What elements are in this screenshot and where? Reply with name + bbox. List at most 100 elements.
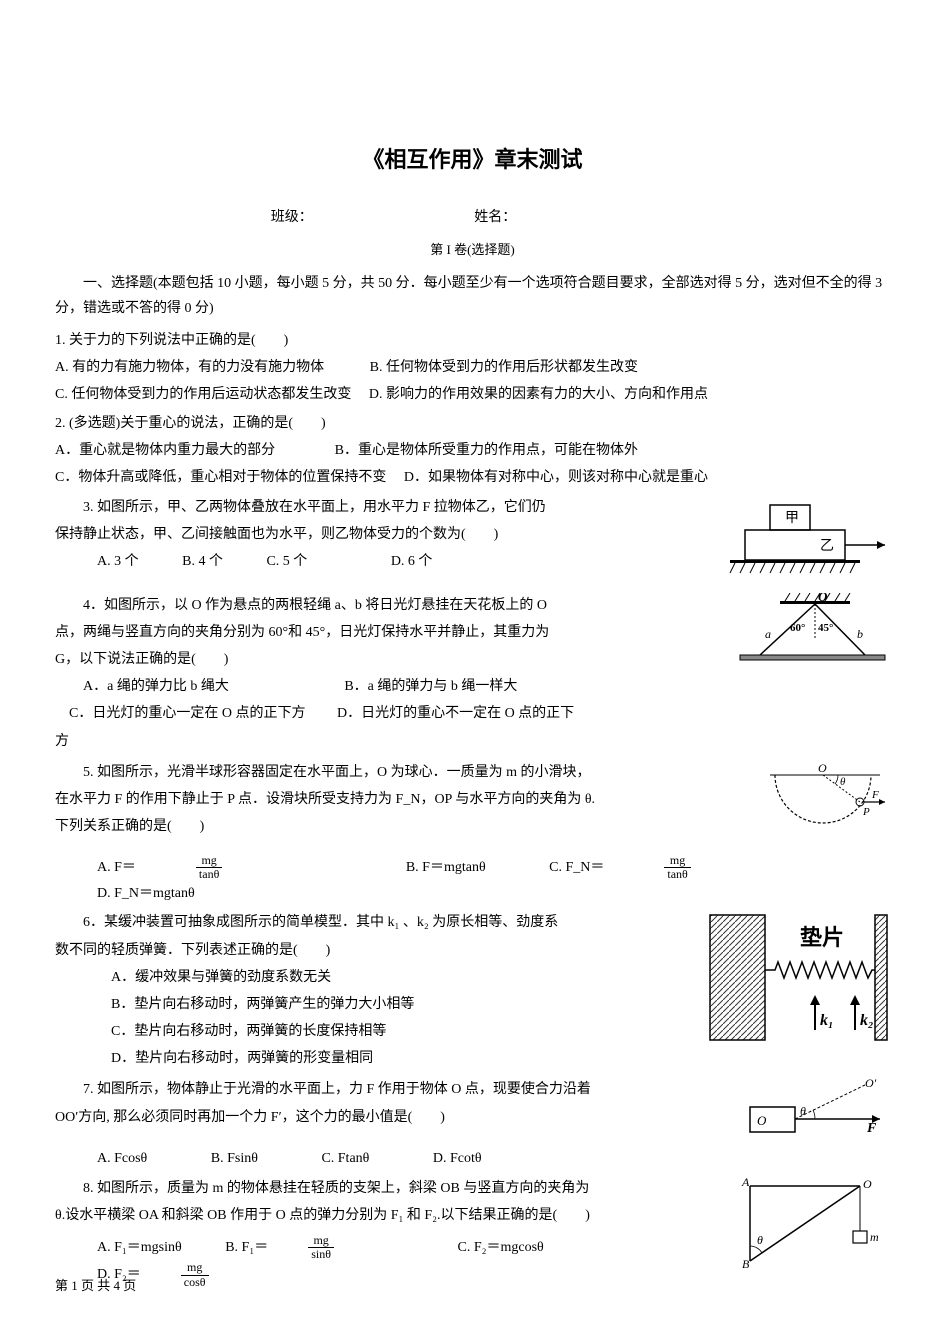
q4-optC: C．日光灯的重心一定在 O 点的正下方 bbox=[69, 706, 305, 721]
q7-optA: A. Fcosθ bbox=[97, 1146, 147, 1171]
question-7: O O′ θ F 7. 如图所示，物体静止于光滑的水平面上，力 F 作用于物体 … bbox=[55, 1077, 890, 1171]
q1-optB: B. 任何物体受到力的作用后形状都发生改变 bbox=[370, 360, 638, 375]
class-label: 班级： bbox=[271, 205, 471, 230]
q7-optD: D. Fcotθ bbox=[433, 1146, 482, 1171]
svg-text:O: O bbox=[818, 761, 827, 775]
q7-optC: C. Ftanθ bbox=[321, 1146, 369, 1171]
svg-text:B: B bbox=[742, 1257, 750, 1271]
svg-text:垫片: 垫片 bbox=[800, 925, 844, 950]
q2-optC: C．物体升高或降低，重心相对于物体的位置保持不变 bbox=[55, 470, 386, 485]
q4-options-row1: A．a 绳的弹力比 b 绳大 B．a 绳的弹力与 b 绳一样大 bbox=[55, 674, 727, 699]
q6-stem1: 6．某缓冲装置可抽象成图所示的简单模型．其中 k₁ 、k₂ 为原长相等、劲度系 bbox=[55, 910, 697, 935]
question-2: 2. (多选题)关于重心的说法，正确的是( ) A．重心就是物体内重力最大的部分… bbox=[55, 411, 890, 491]
q6-diagram-icon: 垫片 k₁ k₂ bbox=[705, 910, 890, 1045]
svg-text:O: O bbox=[757, 1113, 767, 1128]
q3-stem1: 3. 如图所示，甲、乙两物体叠放在水平面上，用水平力 F 拉物体乙，它们仍 bbox=[55, 495, 717, 520]
svg-text:b: b bbox=[857, 627, 863, 641]
svg-text:a: a bbox=[765, 627, 771, 641]
q3-optD: D. 6 个 bbox=[391, 549, 433, 574]
svg-text:m: m bbox=[870, 1230, 879, 1244]
question-6: 垫片 k₁ k₂ 6．某缓冲装置可抽象成图所示的简单模型．其中 k₁ 、k₂ 为… bbox=[55, 910, 890, 1073]
q5-stem1: 5. 如图所示，光滑半球形容器固定在水平面上，O 为球心．一质量为 m 的小滑块… bbox=[55, 760, 752, 785]
q4-stem2: 点，两绳与竖直方向的夹角分别为 60°和 45°，日光灯保持水平并静止，其重力为 bbox=[55, 620, 727, 645]
svg-text:F: F bbox=[871, 789, 879, 801]
question-1: 1. 关于力的下列说法中正确的是( ) A. 有的力有施力物体，有的力没有施力物… bbox=[55, 328, 890, 408]
q5-optA: A. F＝mgtanθ bbox=[97, 854, 342, 881]
svg-text:A: A bbox=[741, 1176, 750, 1189]
page-title: 《相互作用》章末测试 bbox=[55, 140, 890, 180]
svg-text:O′: O′ bbox=[865, 1077, 877, 1090]
q1-optD: D. 影响力的作用效果的因素有力的大小、方向和作用点 bbox=[369, 387, 708, 402]
svg-text:θ: θ bbox=[800, 1104, 806, 1118]
svg-text:乙: 乙 bbox=[820, 538, 834, 554]
q3-stem2: 保持静止状态，甲、乙间接触面也为水平，则乙物体受力的个数为( ) bbox=[55, 522, 717, 547]
svg-text:θ: θ bbox=[757, 1233, 763, 1247]
q2-optB: B．重心是物体所受重力的作用点，可能在物体外 bbox=[335, 443, 638, 458]
q4-stem1: 4．如图所示，以 O 作为悬点的两根轻绳 a、b 将日光灯悬挂在天花板上的 O bbox=[55, 593, 727, 618]
q8-stem1: 8. 如图所示，质量为 m 的物体悬挂在轻质的支架上，斜梁 OB 与竖直方向的夹… bbox=[55, 1176, 732, 1201]
q8-options: A. F₁＝mgsinθ B. F₁＝mgsinθ C. F₂＝mgcosθ D… bbox=[97, 1234, 732, 1289]
q7-diagram-icon: O O′ θ F bbox=[745, 1077, 890, 1142]
question-5: O θ P F 5. 如图所示，光滑半球形容器固定在水平面上，O 为球心．一质量… bbox=[55, 760, 890, 907]
q7-stem1: 7. 如图所示，物体静止于光滑的水平面上，力 F 作用于物体 O 点，现要使合力… bbox=[55, 1077, 737, 1102]
instruction: 一、选择题(本题包括 10 小题，每小题 5 分，共 50 分．每小题至少有一个… bbox=[55, 271, 890, 321]
svg-text:k₁: k₁ bbox=[820, 1012, 834, 1029]
svg-text:k₂: k₂ bbox=[860, 1012, 874, 1029]
q8-optB: B. F₁＝mgsinθ bbox=[225, 1234, 414, 1261]
q5-figure: O θ P F bbox=[760, 760, 890, 850]
q4-optB: B．a 绳的弹力与 b 绳一样大 bbox=[344, 679, 517, 694]
q7-optB: B. Fsinθ bbox=[211, 1146, 258, 1171]
q5-optB: B. F＝mgtanθ bbox=[406, 855, 486, 880]
q6-optC: C．垫片向右移动时，两弹簧的长度保持相等 bbox=[55, 1019, 697, 1044]
q8-optA: A. F₁＝mgsinθ bbox=[97, 1235, 182, 1260]
q1-options-row1: A. 有的力有施力物体，有的力没有施力物体 B. 任何物体受到力的作用后形状都发… bbox=[55, 355, 890, 380]
q8-stem2: θ.设水平横梁 OA 和斜梁 OB 作用于 O 点的弹力分别为 F₁ 和 F₂.… bbox=[55, 1203, 732, 1228]
q4-figure: O a b 60° 45° bbox=[735, 593, 890, 683]
q4-options-row2: C．日光灯的重心一定在 O 点的正下方 D．日光灯的重心不一定在 O 点的正下 bbox=[55, 701, 727, 726]
q8-figure: A O B θ m bbox=[740, 1176, 890, 1271]
q4-stem3: G，以下说法正确的是( ) bbox=[55, 647, 727, 672]
q6-stem2: 数不同的轻质弹簧．下列表述正确的是( ) bbox=[55, 938, 697, 963]
q2-options-row1: A．重心就是物体内重力最大的部分 B．重心是物体所受重力的作用点，可能在物体外 bbox=[55, 438, 890, 463]
q2-stem: 2. (多选题)关于重心的说法，正确的是( ) bbox=[55, 411, 890, 436]
q4-diagram-icon: O a b 60° 45° bbox=[735, 593, 890, 683]
svg-text:45°: 45° bbox=[818, 622, 833, 634]
q5-options: A. F＝mgtanθ B. F＝mgtanθ C. F_N＝mgtanθ D.… bbox=[97, 854, 890, 907]
q7-options: A. Fcosθ B. Fsinθ C. Ftanθ D. Fcotθ bbox=[97, 1146, 890, 1171]
q6-figure: 垫片 k₁ k₂ bbox=[705, 910, 890, 1045]
q3-options: A. 3 个 B. 4 个 C. 5 个 D. 6 个 bbox=[97, 549, 717, 574]
q4-stem4: 方 bbox=[55, 729, 727, 754]
q7-figure: O O′ θ F bbox=[745, 1077, 890, 1142]
q3-optC: C. 5 个 bbox=[266, 549, 307, 574]
question-4: O a b 60° 45° 4．如图所示，以 O 作为悬点的两根轻绳 a、b 将… bbox=[55, 593, 890, 756]
q7-stem2: OO′方向, 那么必须同时再加一个力 F′，这个力的最小值是( ) bbox=[55, 1105, 737, 1130]
q2-options-row2: C．物体升高或降低，重心相对于物体的位置保持不变 D．如果物体有对称中心，则该对… bbox=[55, 465, 890, 490]
q3-diagram-icon: 甲 乙 bbox=[725, 495, 890, 585]
q8-optC: C. F₂＝mgcosθ bbox=[458, 1235, 544, 1260]
q5-stem2: 在水平力 F 的作用下静止于 P 点．设滑块所受支持力为 F_N，OP 与水平方… bbox=[55, 787, 752, 812]
question-8: A O B θ m 8. 如图所示，质量为 m 的物体悬挂在轻质的支架上，斜梁 … bbox=[55, 1176, 890, 1291]
q1-stem: 1. 关于力的下列说法中正确的是( ) bbox=[55, 328, 890, 353]
svg-text:甲: 甲 bbox=[785, 511, 799, 526]
info-row: 班级： 姓名： bbox=[55, 205, 890, 230]
svg-text:F: F bbox=[866, 1121, 877, 1136]
q1-optC: C. 任何物体受到力的作用后运动状态都发生改变 bbox=[55, 387, 351, 402]
name-label: 姓名： bbox=[474, 205, 674, 230]
part-header: 第 I 卷(选择题) bbox=[55, 238, 890, 261]
q2-optD: D．如果物体有对称中心，则该对称中心就是重心 bbox=[404, 470, 708, 485]
svg-text:P: P bbox=[862, 806, 870, 818]
q1-options-row2: C. 任何物体受到力的作用后运动状态都发生改变 D. 影响力的作用效果的因素有力… bbox=[55, 382, 890, 407]
q5-optD: D. F_N＝mgtanθ bbox=[97, 881, 195, 906]
page-footer: 第 1 页 共 4 页 bbox=[55, 1274, 136, 1297]
question-3: 甲 乙 3. 如图所示，甲、乙两物体叠放在水平面上，用水平力 F 拉物体乙，它们… bbox=[55, 495, 890, 589]
q6-optD: D．垫片向右移动时，两弹簧的形变量相同 bbox=[55, 1046, 697, 1071]
q3-optB: B. 4 个 bbox=[182, 549, 223, 574]
q3-optA: A. 3 个 bbox=[97, 549, 139, 574]
svg-text:60°: 60° bbox=[790, 622, 805, 634]
q6-optA: A．缓冲效果与弹簧的劲度系数无关 bbox=[55, 965, 697, 990]
q4-optA: A．a 绳的弹力比 b 绳大 bbox=[83, 679, 229, 694]
q4-optD: D．日光灯的重心不一定在 O 点的正下 bbox=[337, 706, 574, 721]
q5-stem3: 下列关系正确的是( ) bbox=[55, 814, 752, 839]
svg-text:O: O bbox=[818, 593, 828, 604]
q1-optA: A. 有的力有施力物体，有的力没有施力物体 bbox=[55, 360, 324, 375]
